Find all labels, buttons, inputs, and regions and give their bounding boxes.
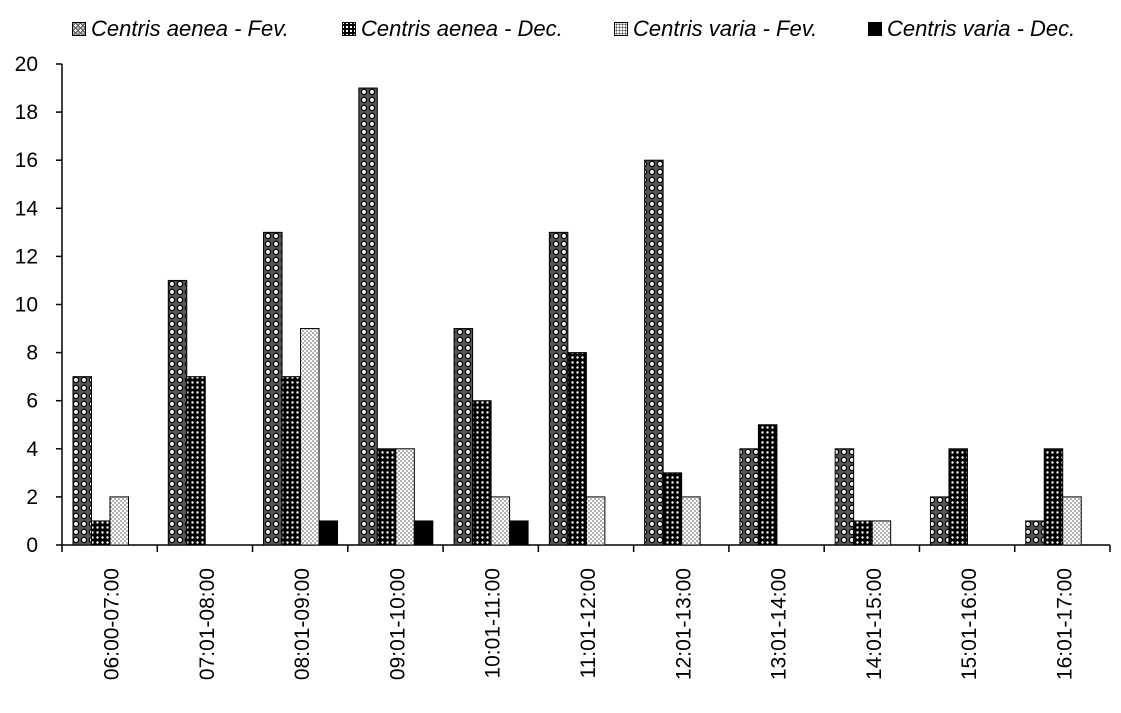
y-tick-label: 10: [15, 294, 38, 317]
y-tick-label: 18: [15, 101, 38, 124]
x-tick-label: 07:01-08:00: [196, 568, 219, 680]
legend-swatch: [72, 22, 86, 36]
y-tick-label: 12: [15, 245, 38, 268]
bar: [929, 496, 950, 546]
bar: [585, 496, 606, 546]
bars: [72, 87, 1082, 546]
y-tick-label: 20: [15, 53, 38, 76]
legend-label: Centris varia - Dec.: [887, 16, 1076, 41]
legend-swatch: [614, 22, 628, 36]
x-tick-label: 09:01-10:00: [386, 568, 409, 680]
y-tick-label: 14: [15, 197, 39, 220]
y-tick-label: 6: [26, 390, 38, 413]
bar: [644, 159, 664, 546]
x-tick-label: 15:01-16:00: [958, 568, 981, 680]
legend-swatch: [342, 22, 356, 36]
bar: [358, 87, 378, 546]
bar: [853, 520, 873, 546]
y-tick-label: 8: [26, 342, 38, 365]
x-tick-label: 13:01-14:00: [768, 568, 791, 680]
bar: [567, 352, 587, 546]
legend-label: Centris varia - Fev.: [633, 16, 818, 41]
y-tick-label: 0: [26, 534, 38, 557]
bar: [395, 448, 415, 546]
legend-label: Centris aenea - Fev.: [91, 16, 289, 41]
bar: [376, 448, 397, 546]
chart-legend: Centris aenea - Fev. Centris aenea - Dec…: [0, 14, 1121, 44]
legend-item: Centris aenea - Fev.: [72, 14, 289, 44]
legend-item: Centris aenea - Dec.: [342, 14, 563, 44]
bar: [472, 400, 492, 546]
bar: [1062, 496, 1082, 546]
bar: [281, 376, 302, 546]
bar: [91, 520, 111, 546]
bar: [490, 496, 511, 546]
legend-swatch: [868, 22, 882, 36]
bar: [72, 376, 92, 546]
x-tick-label: 12:01-13:00: [672, 568, 695, 680]
y-axis: 0 2 4 6 8 10 12 14 16 18 20: [15, 53, 63, 557]
bar: [834, 448, 855, 546]
bar: [300, 328, 320, 546]
legend-label: Centris aenea - Dec.: [361, 16, 563, 41]
bar: [662, 472, 683, 546]
bar: [453, 328, 474, 546]
legend-item: Centris varia - Fev.: [614, 14, 817, 44]
bar: [167, 279, 188, 546]
bar: [1043, 448, 1064, 546]
y-tick-label: 4: [26, 438, 38, 461]
x-tick-label: 16:01-17:00: [1053, 568, 1076, 680]
x-tick-label: 10:01-11:00: [482, 568, 505, 679]
x-axis: 06:00-07:00 07:01-08:00 08:01-09:00 09:01-1…: [61, 544, 1111, 680]
bar: [413, 520, 434, 546]
bar: [263, 231, 283, 546]
bar: [681, 496, 701, 546]
bar: [948, 448, 968, 546]
bar: [871, 520, 892, 546]
legend-item: Centris varia - Dec.: [868, 14, 1075, 44]
y-tick-label: 16: [15, 149, 38, 172]
bar: [186, 376, 206, 546]
bar: [509, 520, 529, 546]
x-tick-label: 14:01-15:00: [863, 568, 886, 680]
y-tick-label: 2: [26, 486, 38, 509]
x-tick-label: 06:00-07:00: [101, 568, 124, 680]
bar: [548, 231, 569, 546]
bar: [1025, 520, 1045, 546]
bar: [109, 496, 129, 546]
x-tick-label: 08:01-09:00: [291, 568, 314, 680]
bar: [757, 424, 778, 546]
bar: [739, 448, 759, 546]
x-tick-label: 11:01-12:00: [577, 568, 600, 679]
bar: [318, 520, 339, 546]
